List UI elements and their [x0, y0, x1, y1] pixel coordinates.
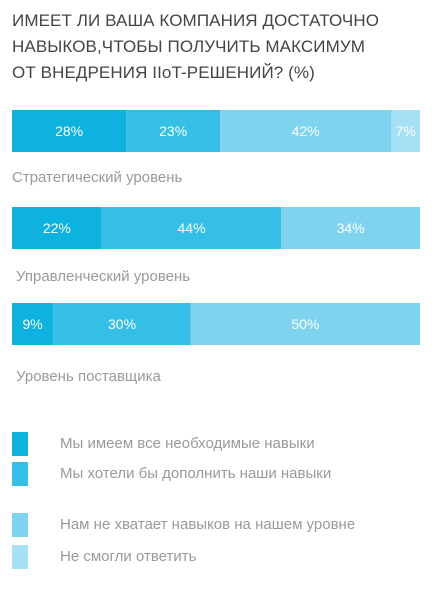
bar-segment-2-2 — [101, 207, 282, 249]
data-label-3-2: 30% — [108, 316, 136, 332]
legend-swatch-1 — [12, 432, 28, 456]
legend-item-1: Мы имеем все необходимые навыки — [12, 432, 432, 458]
data-label-2-1: 22% — [43, 220, 71, 236]
title-line-3: ОТ ВНЕДРЕНИЯ IIoT-РЕШЕНИЙ? (%) — [12, 63, 315, 82]
data-label-1-2: 23% — [159, 123, 187, 139]
category-label-2: Управленческий уровень — [16, 268, 190, 285]
legend-item-3: Нам не хватает навыков на нашем уровне — [12, 513, 432, 539]
category-label-3: Уровень поставщика — [16, 368, 162, 385]
title-line-2: НАВЫКОВ,ЧТОБЫ ПОЛУЧИТЬ МАКСИМУМ — [12, 37, 366, 56]
bar-segment-1-3 — [220, 110, 392, 152]
bar-segment-3-2 — [53, 303, 191, 345]
legend-label-4: Не смогли ответить — [60, 548, 197, 565]
data-label-3-1: 9% — [23, 316, 43, 332]
legend-item-4: Не смогли ответить — [12, 545, 432, 571]
stacked-bar-chart: 28% 23% 42% 7% Стратегический уровень 22% 44% 3… — [12, 110, 420, 385]
chart-title: ИМЕЕТ ЛИ ВАША КОМПАНИЯ ДОСТАТОЧНО НАВЫКО… — [12, 8, 432, 86]
bar-segment-3-1 — [12, 303, 54, 345]
bar-segment-2-3 — [281, 207, 420, 249]
legend-label-2: Мы хотели бы дополнить наши навыки — [60, 465, 332, 482]
bar-segment-1-1 — [12, 110, 127, 152]
bar-segment-2-1 — [12, 207, 102, 249]
category-label-1: Стратегический уровень — [12, 169, 183, 186]
data-label-3-3: 50% — [291, 316, 319, 332]
bar-segment-3-3 — [190, 303, 420, 345]
data-label-2-2: 44% — [178, 220, 206, 236]
legend-swatch-4 — [12, 545, 28, 569]
legend-swatch-2 — [12, 462, 28, 486]
data-label-2-3: 34% — [337, 220, 365, 236]
data-label-1-4: 7% — [396, 123, 416, 139]
legend-item-2: Мы хотели бы дополнить наши навыки — [12, 462, 432, 488]
data-label-1-3: 42% — [292, 123, 320, 139]
legend-swatch-3 — [12, 513, 28, 537]
bar-segment-1-2 — [126, 110, 221, 152]
data-label-1-1: 28% — [55, 123, 83, 139]
title-line-1: ИМЕЕТ ЛИ ВАША КОМПАНИЯ ДОСТАТОЧНО — [12, 11, 380, 30]
legend-label-1: Мы имеем все необходимые навыки — [60, 435, 315, 452]
bar-segment-1-4 — [391, 110, 420, 152]
legend-label-3: Нам не хватает навыков на нашем уровне — [60, 516, 356, 533]
